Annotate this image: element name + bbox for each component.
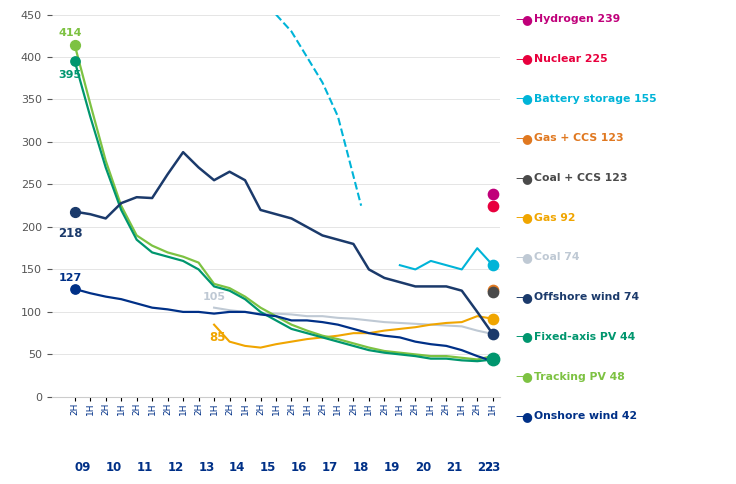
Text: 15: 15 (260, 461, 277, 474)
Text: Gas + CCS 123: Gas + CCS 123 (534, 134, 623, 143)
Text: Hydrogen 239: Hydrogen 239 (534, 15, 620, 24)
Text: —: — (515, 410, 528, 423)
Text: Nuclear 225: Nuclear 225 (534, 54, 607, 64)
Text: ●: ● (521, 212, 531, 224)
Point (486, 288, 498, 296)
Text: 105: 105 (202, 292, 225, 302)
Text: —: — (515, 212, 528, 224)
Point (486, 356, 498, 363)
Text: 85: 85 (209, 332, 225, 345)
Text: 09: 09 (74, 461, 91, 474)
Text: —: — (515, 132, 528, 145)
Point (486, 202, 498, 210)
Text: 14: 14 (229, 461, 246, 474)
Text: ●: ● (521, 53, 531, 65)
Text: 19: 19 (384, 461, 400, 474)
Text: Tracking PV 48: Tracking PV 48 (534, 372, 624, 381)
Text: 16: 16 (291, 461, 308, 474)
Text: —: — (515, 251, 528, 264)
Point (486, 315, 498, 322)
Text: ●: ● (521, 132, 531, 145)
Text: 20: 20 (415, 461, 431, 474)
Text: ●: ● (521, 172, 531, 184)
Text: 18: 18 (353, 461, 369, 474)
Text: ●: ● (521, 13, 531, 26)
Text: Gas 92: Gas 92 (534, 213, 575, 223)
Point (69, 208, 81, 215)
Text: Battery storage 155: Battery storage 155 (534, 94, 657, 104)
Text: —: — (515, 13, 528, 26)
Text: ●: ● (521, 251, 531, 264)
Text: Offshore wind 74: Offshore wind 74 (534, 292, 639, 302)
Text: 10: 10 (105, 461, 121, 474)
Text: —: — (515, 291, 528, 303)
Text: 21: 21 (446, 461, 462, 474)
Text: ●: ● (521, 331, 531, 343)
Text: —: — (515, 331, 528, 343)
Text: Fixed-axis PV 44: Fixed-axis PV 44 (534, 332, 635, 342)
Text: ●: ● (521, 291, 531, 303)
Text: 12: 12 (167, 461, 183, 474)
Text: 218: 218 (58, 227, 82, 240)
Text: 127: 127 (58, 273, 82, 283)
Point (486, 190, 498, 197)
Text: —: — (515, 172, 528, 184)
Text: 17: 17 (322, 461, 339, 474)
Text: Coal + CCS 123: Coal + CCS 123 (534, 173, 627, 183)
Point (486, 330, 498, 338)
Text: 11: 11 (136, 461, 152, 474)
Text: 414: 414 (58, 28, 82, 38)
Point (69, 58, 81, 65)
Text: ●: ● (521, 370, 531, 383)
Text: —: — (515, 92, 528, 105)
Point (486, 261, 498, 269)
Text: —: — (515, 370, 528, 383)
Point (69, 285, 81, 293)
Text: ●: ● (521, 410, 531, 423)
Text: ●: ● (521, 92, 531, 105)
Text: Onshore wind 42: Onshore wind 42 (534, 411, 637, 421)
Text: 395: 395 (59, 70, 82, 80)
Point (69, 41, 81, 49)
Text: 23: 23 (484, 461, 501, 474)
Text: 22: 22 (477, 461, 493, 474)
Text: Coal 74: Coal 74 (534, 253, 579, 262)
Text: —: — (515, 53, 528, 65)
Text: 13: 13 (198, 461, 214, 474)
Point (486, 286, 498, 294)
